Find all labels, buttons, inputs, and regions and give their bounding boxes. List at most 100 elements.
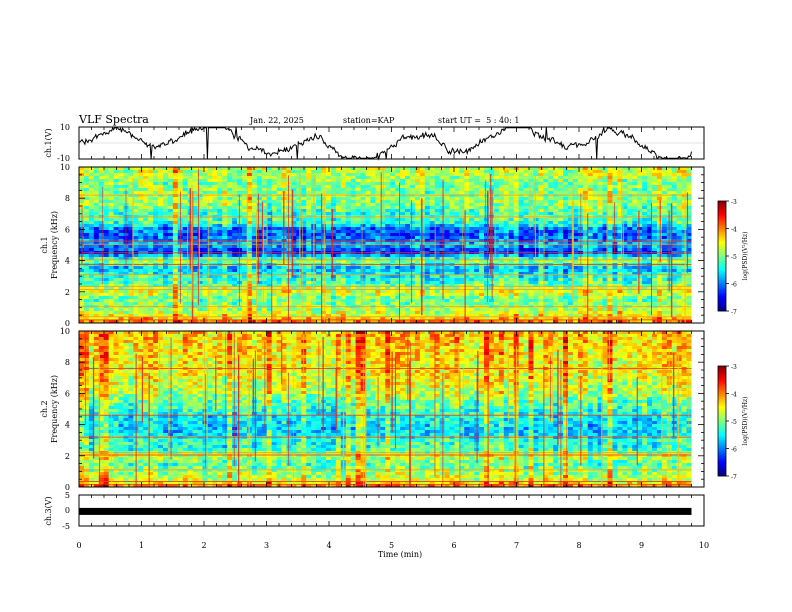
- spectrogram-cell: [444, 221, 450, 225]
- spectrogram-cell: [182, 236, 189, 240]
- spectrogram-cell: [424, 173, 431, 177]
- spectrogram-cell: [355, 281, 361, 285]
- spectrogram-cell: [553, 257, 559, 261]
- spectrogram-cell: [237, 179, 243, 183]
- spectrogram-cell: [158, 227, 164, 231]
- spectrogram-cell: [469, 176, 475, 180]
- spectrogram-cell: [395, 209, 401, 213]
- spectrogram-cell: [612, 185, 618, 189]
- spectrogram-cell: [108, 218, 114, 222]
- spectrogram-cell: [597, 197, 603, 201]
- spectrogram-cell: [276, 209, 282, 213]
- spectrogram-cell: [681, 221, 687, 225]
- spectrogram-cell: [553, 275, 559, 279]
- spectrogram-cell: [533, 212, 539, 216]
- spectrogram-cell: [390, 242, 396, 246]
- spectrogram-cell: [434, 188, 440, 192]
- spectrogram-cell: [172, 182, 179, 186]
- spectrogram-cell: [434, 266, 440, 270]
- spectrogram-cell: [355, 278, 361, 282]
- spectrogram-cell: [414, 236, 421, 240]
- spectrogram-cell: [330, 245, 337, 249]
- spectrogram-cell: [88, 284, 95, 288]
- spectrogram-cell: [493, 170, 500, 174]
- spectrogram-cell: [493, 203, 500, 207]
- spectrogram-cell: [227, 197, 233, 201]
- spectrogram-cell: [217, 233, 223, 237]
- spectrogram-cell: [686, 218, 692, 222]
- spectrogram-cell: [148, 206, 154, 210]
- spectrogram-cell: [350, 197, 357, 201]
- spectrogram-cell: [513, 272, 520, 276]
- spectrogram-cell: [256, 218, 263, 222]
- spectrogram-cell: [439, 278, 445, 282]
- spectrogram-cell: [385, 275, 391, 279]
- spectrogram-cell: [355, 203, 361, 207]
- spectrogram-cell: [498, 203, 505, 207]
- spectrogram-cell: [335, 254, 342, 258]
- spectrogram-cell: [469, 191, 475, 195]
- spectrogram-cell: [395, 257, 401, 261]
- spectrogram-cell: [513, 197, 520, 201]
- spectrogram-cell: [158, 260, 164, 264]
- spectrogram-cell: [98, 224, 105, 228]
- spectrogram-cell: [266, 278, 273, 282]
- spectrogram-cell: [627, 269, 633, 273]
- spectrogram-cell: [622, 266, 628, 270]
- spectrogram-cell: [533, 248, 539, 252]
- spectrogram-cell: [118, 167, 124, 171]
- spectrogram-cell: [518, 254, 524, 258]
- spectrogram-cell: [395, 194, 401, 198]
- spectrogram-cell: [647, 230, 653, 234]
- spectrogram-cell: [518, 185, 524, 189]
- spectrogram-cell: [246, 233, 253, 237]
- spectrogram-cell: [167, 224, 174, 228]
- spectrogram-cell: [508, 266, 515, 270]
- spectrogram-cell: [291, 206, 297, 210]
- spectrogram-cell: [167, 245, 174, 249]
- spectrogram-cell: [484, 218, 490, 222]
- spectrogram-cell: [197, 260, 203, 264]
- spectrogram-cell: [360, 254, 366, 258]
- spectrogram-cell: [488, 221, 495, 225]
- spectrogram-cell: [484, 179, 490, 183]
- spectrogram-cell: [365, 179, 371, 183]
- spectrogram-cell: [375, 257, 381, 261]
- spectrogram-cell: [656, 275, 663, 279]
- spectrogram-cell: [592, 209, 599, 213]
- spectrogram-cell: [617, 182, 623, 186]
- spectrogram-cell: [474, 173, 480, 177]
- spectrogram-cell: [123, 281, 129, 285]
- spectrogram-cell: [429, 212, 436, 216]
- spectrogram-cell: [321, 269, 327, 273]
- spectrogram-cell: [153, 260, 159, 264]
- spectrogram-cell: [513, 203, 520, 207]
- spectrogram-cell: [345, 206, 352, 210]
- spectrogram-cell: [597, 269, 603, 273]
- spectrogram-cell: [612, 233, 618, 237]
- spectrogram-cell: [558, 257, 564, 261]
- spectrogram-cell: [587, 200, 594, 204]
- spectrogram-cell: [182, 227, 189, 231]
- spectrogram-cell: [212, 212, 218, 216]
- spectrogram-cell: [360, 233, 366, 237]
- spectrogram-cell: [642, 218, 648, 222]
- spectrogram-cell: [276, 188, 282, 192]
- spectrogram-cell: [296, 188, 302, 192]
- spectrogram-cell: [162, 227, 169, 231]
- spectrogram-cell: [528, 203, 534, 207]
- spectrogram-cell: [128, 227, 134, 231]
- spectrogram-cell: [587, 269, 594, 273]
- spectrogram-cell: [474, 188, 480, 192]
- spectrogram-cell: [592, 206, 599, 210]
- spectrogram-cell: [306, 167, 312, 171]
- spectrogram-cell: [676, 233, 683, 237]
- spectrogram-cell: [597, 275, 603, 279]
- spectrogram-cell: [563, 218, 569, 222]
- spectrogram-cell: [281, 284, 287, 288]
- spectrogram-cell: [365, 191, 371, 195]
- spectrogram-cell: [335, 266, 342, 270]
- spectrogram-cell: [597, 200, 603, 204]
- spectrogram-cell: [400, 269, 406, 273]
- spectrogram-cell: [98, 236, 105, 240]
